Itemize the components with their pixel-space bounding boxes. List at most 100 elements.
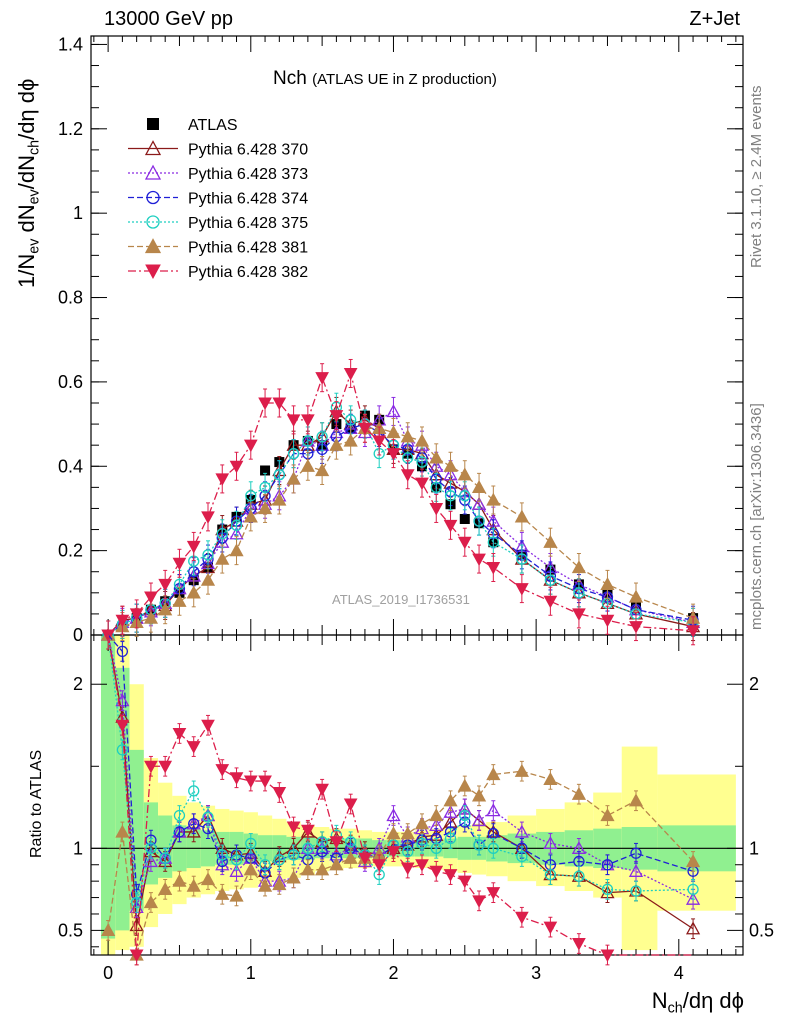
series-pythia-6-428-382 (101, 358, 700, 650)
data-point-marker (329, 857, 344, 871)
data-point-marker (158, 602, 173, 616)
data-point-marker (172, 873, 187, 887)
data-point-marker (343, 367, 358, 381)
data-point-marker (459, 513, 470, 524)
legend-label: Pythia 6.428 370 (188, 142, 308, 159)
data-point-marker (159, 852, 171, 864)
data-point-marker (257, 501, 273, 515)
data-point-marker (144, 238, 162, 254)
data-point-marker (400, 429, 415, 443)
series-pythia-6-428-374 (102, 409, 699, 650)
data-point-marker (300, 458, 315, 472)
data-point-marker (443, 458, 458, 472)
data-point-marker (515, 911, 529, 925)
data-point-marker (372, 435, 387, 449)
data-point-marker (443, 869, 458, 882)
data-point-marker (258, 397, 272, 411)
data-point-marker (459, 809, 471, 822)
data-point-marker (329, 437, 344, 451)
data-point-marker (272, 877, 287, 891)
legend-entry: ATLAS (147, 117, 238, 134)
data-point-marker (215, 886, 230, 900)
data-point-marker (487, 842, 499, 854)
data-point-marker (301, 414, 315, 427)
data-point-marker (571, 786, 587, 800)
data-point-marker (443, 519, 458, 533)
data-point-marker (145, 264, 161, 280)
data-point-marker (430, 481, 442, 494)
legend-entry: Pythia 6.428 382 (128, 264, 308, 281)
data-point-marker (158, 760, 173, 774)
y-tick-label: 2 (73, 674, 83, 694)
data-point-marker (131, 896, 143, 909)
legend-label: Pythia 6.428 375 (188, 215, 308, 232)
data-point-marker (429, 865, 444, 879)
data-point-marker (173, 826, 186, 838)
x-tick-label: 4 (674, 963, 684, 983)
data-point-marker (571, 560, 587, 574)
series-line (107, 634, 694, 930)
data-point-marker (315, 862, 330, 876)
data-point-marker (486, 803, 501, 817)
data-point-marker (243, 775, 258, 789)
series-line (107, 427, 694, 636)
data-point-marker (259, 481, 271, 494)
plot-title-sub: (ATLAS UE in Z production) (312, 71, 497, 88)
x-tick-label: 1 (246, 963, 256, 983)
data-point-marker (146, 215, 160, 229)
series-pythia-6-428-382 (107, 634, 694, 966)
data-point-marker (343, 433, 358, 447)
data-point-marker (146, 190, 160, 205)
data-point-marker (601, 859, 614, 871)
data-point-marker (543, 534, 558, 548)
data-point-marker (459, 490, 471, 502)
series-pythia-6-428-370 (101, 396, 701, 650)
main-y-axis-label: 1/Nev dNev/dNch/dη dϕ (14, 78, 43, 288)
data-point-marker (358, 852, 372, 866)
data-point-marker (273, 854, 285, 866)
data-point-marker (259, 859, 271, 871)
data-point-marker (302, 435, 314, 447)
data-point-marker (386, 826, 401, 840)
data-point-marker (514, 763, 529, 777)
data-point-marker (272, 787, 287, 800)
y-tick-label-right: 0.5 (749, 920, 774, 940)
data-point-marker (316, 836, 328, 848)
analysis-id-label: ATLAS_2019_I1736531 (332, 592, 470, 607)
data-point-marker (145, 842, 157, 854)
data-point-marker (486, 492, 501, 506)
data-point-marker (173, 809, 186, 822)
data-point-marker (601, 883, 614, 896)
data-point-marker (543, 836, 558, 850)
x-tick-label: 0 (103, 963, 113, 983)
data-point-marker (315, 463, 330, 477)
data-point-marker (216, 528, 228, 540)
data-point-marker (143, 610, 159, 624)
data-point-marker (287, 849, 300, 861)
y-tick-label: 1.4 (58, 34, 83, 54)
legend-entry: Pythia 6.428 381 (128, 238, 308, 257)
data-point-marker (286, 821, 301, 835)
data-point-marker (629, 621, 643, 634)
data-point-marker (229, 543, 244, 557)
data-point-marker (158, 578, 173, 592)
data-point-marker (543, 595, 558, 609)
series-line (107, 634, 694, 895)
data-point-marker (172, 593, 187, 607)
data-point-marker (600, 614, 615, 628)
band-green-segment (100, 635, 116, 939)
data-point-marker (188, 785, 200, 797)
legend-entry: Pythia 6.428 373 (128, 164, 308, 183)
data-point-marker (600, 808, 615, 822)
data-point-marker (245, 490, 257, 502)
data-point-marker (486, 767, 501, 781)
data-point-marker (471, 813, 487, 827)
y-tick-label: 0.8 (58, 288, 83, 308)
legend-label: Pythia 6.428 382 (188, 264, 308, 281)
y-tick-label: 1.2 (58, 119, 83, 139)
data-point-marker (329, 836, 344, 849)
data-point-marker (286, 471, 301, 485)
legend-label: Pythia 6.428 381 (188, 240, 308, 257)
data-point-marker (687, 883, 699, 896)
data-point-marker (147, 118, 159, 130)
